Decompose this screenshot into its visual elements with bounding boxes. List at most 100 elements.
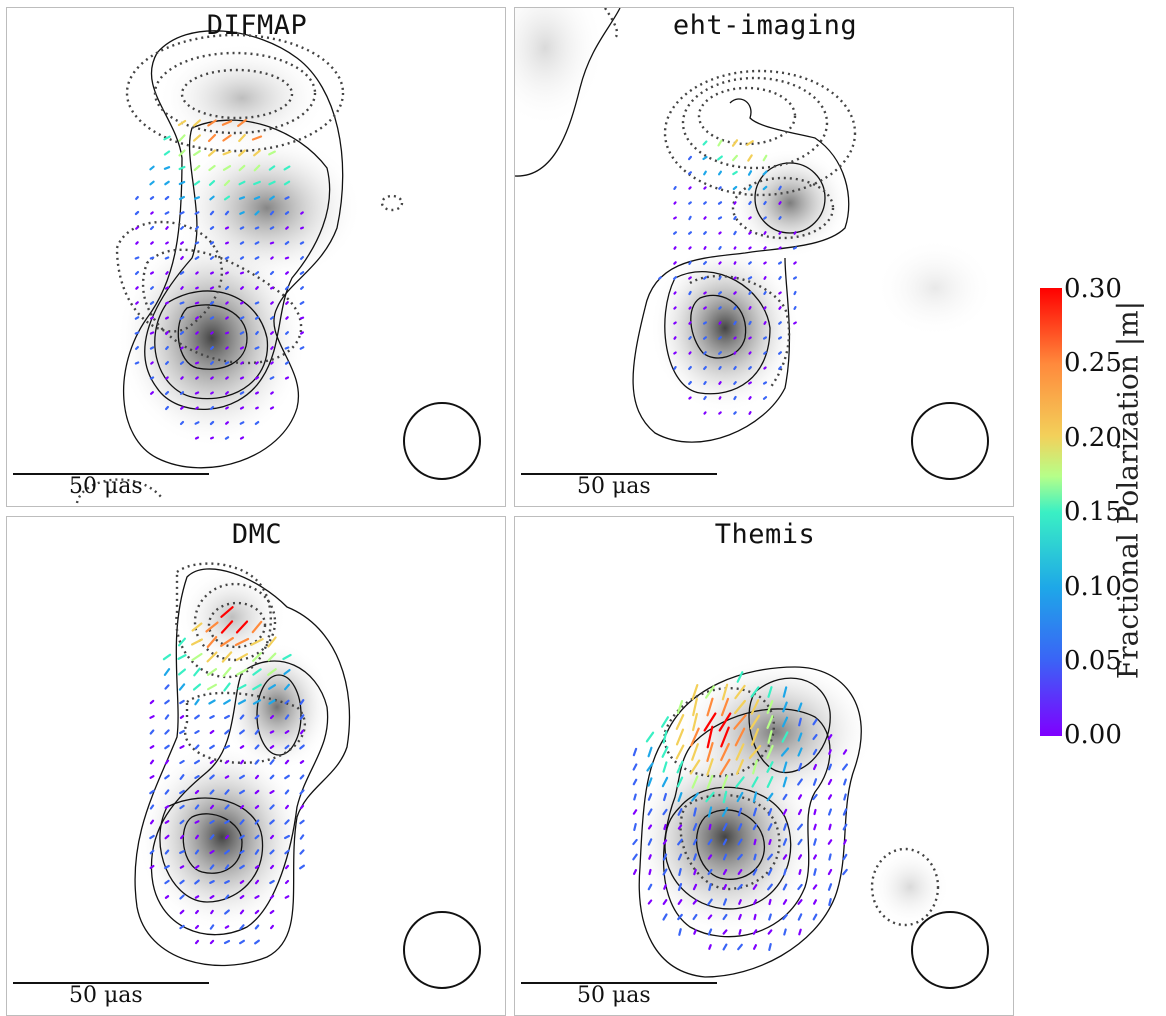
polarization-tick [778, 291, 782, 295]
polarization-tick [778, 216, 782, 220]
polarization-tick [209, 760, 215, 764]
polarization-tick [254, 346, 260, 350]
polarization-tick [813, 763, 817, 771]
polarization-tick [720, 742, 730, 762]
polarization-tick [164, 195, 170, 201]
polarization-tick [753, 838, 757, 846]
polarization-tick [254, 729, 260, 735]
polarization-tick [722, 929, 728, 935]
polarization-tick [812, 884, 818, 890]
polarization-tick [225, 241, 229, 245]
polarization-tick [254, 865, 260, 869]
polarization-tick [648, 868, 652, 876]
polarization-tick [163, 150, 171, 156]
polarization-tick [223, 744, 231, 750]
polarization-tick [722, 838, 728, 846]
polarization-tick [149, 256, 155, 260]
polarization-tick [284, 744, 290, 750]
polarization-tick [224, 894, 230, 900]
polarization-tick [164, 256, 170, 260]
polarization-tick [179, 759, 185, 765]
polarization-tick [239, 834, 245, 840]
polarization-tick [254, 256, 260, 260]
polarization-ticks-dmc [149, 606, 305, 945]
polarization-tick [692, 883, 698, 891]
polarization-tick [179, 804, 185, 810]
polarization-tick [180, 286, 184, 290]
polarization-tick [221, 651, 233, 663]
polarization-tick [285, 804, 289, 810]
polarization-tick [781, 716, 789, 728]
polarization-tick [239, 331, 245, 335]
polarization-tick [717, 155, 723, 161]
polarization-tick [163, 135, 171, 141]
polarization-tick [209, 834, 215, 840]
polarization-tick [239, 880, 245, 884]
polarization-tick [748, 351, 752, 355]
polarization-tick [194, 211, 200, 215]
panel-themis: Themis 50 μas [514, 516, 1014, 1016]
polarization-tick [224, 775, 230, 779]
polarization-ticks-eht-imaging [658, 139, 798, 415]
polarization-tick [673, 351, 677, 355]
polarization-tick [149, 196, 155, 200]
polarization-tick [813, 808, 817, 816]
polarization-tick [843, 778, 847, 786]
polarization-tick [703, 276, 707, 280]
polarization-tick [179, 271, 185, 275]
polarization-tick [254, 759, 260, 765]
polarization-tick [718, 396, 722, 400]
polarization-tick [209, 210, 215, 216]
polarization-tick [210, 361, 214, 365]
polarization-tick [792, 246, 798, 250]
panel-title: DIFMAP [206, 10, 308, 41]
polarization-tick [209, 880, 215, 884]
polarization-tick [194, 804, 200, 810]
polarization-tick [763, 276, 767, 280]
polarization-tick [207, 119, 217, 127]
polarization-tick [797, 732, 803, 742]
polarization-tick [733, 291, 737, 295]
polarization-tick [718, 351, 722, 355]
polarization-tick [733, 351, 737, 355]
polarization-tick [797, 762, 803, 772]
polarization-tick [718, 170, 722, 176]
polarization-tick [736, 671, 744, 683]
polarization-tick [737, 853, 743, 861]
polarization-tick [179, 301, 185, 305]
polarization-tick [222, 150, 232, 156]
polarization-tick [677, 913, 683, 921]
polarization-tick [194, 730, 200, 734]
polarization-tick [224, 729, 230, 735]
polarization-tick [225, 316, 229, 320]
polarization-tick [179, 361, 185, 365]
polarization-tick [269, 819, 275, 825]
polarization-tick [235, 620, 249, 634]
polarization-tick [269, 849, 275, 855]
polarization-tick [284, 256, 290, 260]
polarization-tick [238, 149, 246, 157]
polarization-tick [733, 201, 737, 205]
polarization-tick [285, 331, 289, 335]
polarization-tick [763, 381, 767, 385]
polarization-tick [782, 808, 788, 816]
polarization-tick [647, 777, 653, 787]
polarization-tick [737, 838, 743, 846]
polarization-tick [632, 809, 638, 815]
polarization-tick [270, 256, 274, 260]
polarization-tick [299, 760, 305, 764]
polarization-tick [209, 226, 215, 230]
polarization-tick [220, 620, 234, 634]
polarization-tick [812, 778, 818, 786]
polarization-tick [239, 849, 245, 855]
polarization-tick [164, 744, 170, 750]
polarization-tick [717, 139, 723, 147]
panel-dmc: DMC 50 μas [6, 516, 506, 1016]
polarization-tick [703, 261, 707, 265]
polarization-tick [270, 924, 274, 930]
polarization-tick [238, 133, 246, 143]
polarization-tick [778, 246, 782, 250]
polarization-tick [179, 909, 185, 915]
polarization-tick [209, 774, 215, 780]
polarization-tick [284, 879, 290, 885]
